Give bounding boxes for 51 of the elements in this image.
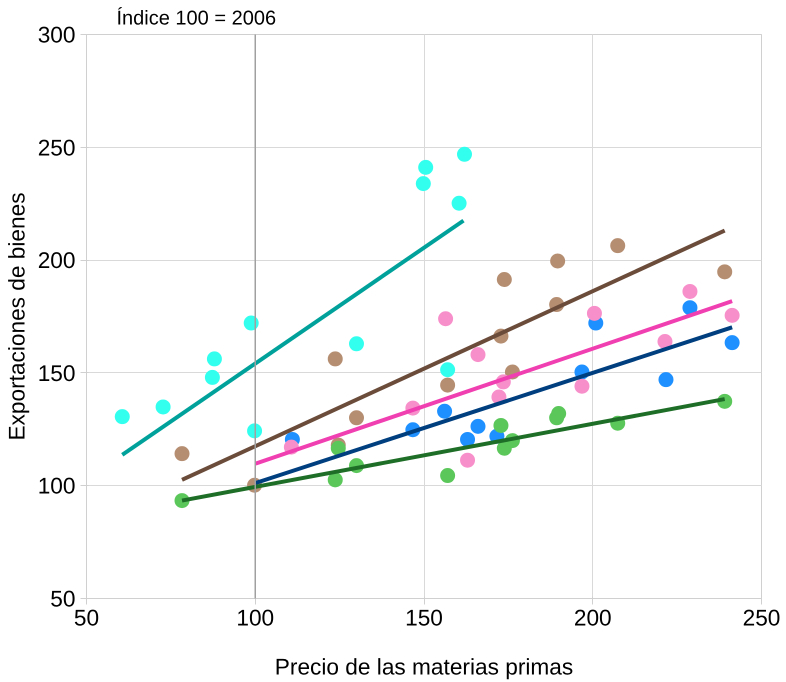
point (328, 351, 343, 366)
point (586, 306, 602, 321)
y-tick-label: 200 (38, 247, 76, 274)
x-axis-title: Precio de las materias primas (274, 654, 574, 680)
point (493, 418, 508, 433)
point (574, 378, 590, 394)
x-tick-label: 250 (742, 604, 780, 630)
point (551, 406, 566, 421)
point (416, 176, 431, 192)
point (156, 399, 171, 414)
point (440, 362, 456, 378)
point (550, 254, 566, 268)
point (418, 160, 434, 175)
point (610, 238, 626, 254)
point (470, 418, 486, 434)
y-tick-label: 300 (38, 22, 76, 48)
point (682, 284, 698, 299)
point (657, 334, 672, 350)
y-tick-label: 50 (50, 586, 76, 612)
y-tick-label: 100 (38, 472, 76, 499)
point (174, 446, 190, 462)
point (440, 468, 456, 484)
y-tick-label: 150 (38, 360, 76, 386)
point (330, 440, 346, 456)
point (452, 196, 467, 211)
point (204, 370, 220, 385)
point (724, 335, 740, 350)
x-tick-label: 200 (574, 604, 612, 630)
point (658, 372, 674, 388)
y-axis-title: Exportaciones de bienes (4, 192, 30, 441)
x-tick-label: 150 (405, 604, 443, 630)
x-tick-label: 100 (236, 604, 274, 630)
point (717, 264, 732, 280)
point (438, 311, 454, 326)
point (682, 300, 698, 316)
point (470, 347, 486, 362)
point (724, 308, 740, 323)
point (440, 378, 456, 393)
point (460, 432, 476, 447)
point (457, 146, 472, 162)
point (437, 404, 452, 419)
point (496, 272, 512, 287)
point (328, 472, 343, 488)
point (460, 452, 476, 468)
point (206, 351, 222, 366)
point (349, 410, 364, 426)
point (349, 336, 364, 352)
chart-title: Índice 100 = 2006 (116, 6, 276, 30)
point (114, 409, 130, 424)
x-tick-label: 50 (74, 604, 100, 630)
y-tick-label: 250 (38, 134, 76, 160)
